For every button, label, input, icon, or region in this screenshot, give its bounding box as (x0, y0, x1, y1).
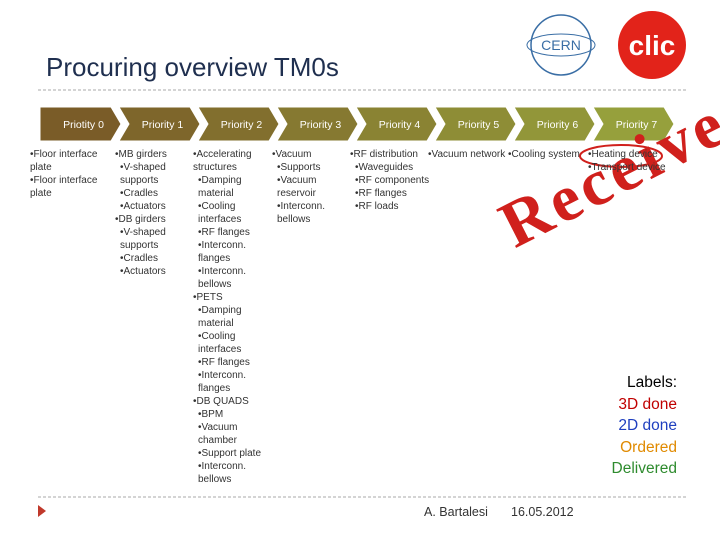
priority-chevron (118, 106, 201, 142)
priority-column: Accelerating structuresDamping materialC… (193, 148, 273, 486)
sub-item: RF loads (350, 200, 430, 213)
item: Transport device (588, 161, 668, 174)
sub-item: Interconn. bellows (193, 460, 273, 486)
slide-title: Procuring overview TM0s (46, 52, 339, 82)
clic-logo: clic (618, 11, 686, 79)
priority-heading: Priotity 0 (63, 119, 104, 131)
label-entry: 3D done (618, 395, 677, 413)
sub-item: Interconn. bellows (193, 265, 273, 291)
priority-heading: Priority 4 (379, 119, 421, 131)
priority-column: RF distributionWaveguidesRF componentsRF… (350, 148, 430, 213)
sub-item: BPM (193, 408, 273, 421)
priority-heading: Priority 1 (142, 119, 184, 131)
sub-item: Support plate (193, 447, 273, 460)
item: Floor interface plate (30, 148, 110, 174)
sub-item: Vacuum reservoir (272, 174, 352, 200)
nav-arrow (38, 505, 46, 517)
priority-chevron (355, 106, 438, 142)
item: Vacuum (272, 148, 352, 161)
item: DB girders (115, 213, 195, 226)
priority-column: Heating deviceTransport device (588, 148, 668, 174)
item: RF distribution (350, 148, 430, 161)
sub-item: Damping material (193, 304, 273, 330)
sub-item: RF flanges (193, 226, 273, 239)
sub-item: V-shaped supports (115, 226, 195, 252)
priority-chevron (513, 106, 596, 142)
labels-title: Labels: (627, 374, 677, 391)
priority-column: VacuumSupportsVacuum reservoirInterconn.… (272, 148, 352, 226)
label-entry: Ordered (620, 438, 677, 456)
priority-chevron (276, 106, 359, 142)
item: Accelerating structures (193, 148, 273, 174)
sub-item: Cooling interfaces (193, 330, 273, 356)
priority-column: Floor interface plateFloor interface pla… (30, 148, 110, 200)
clic-text: clic (629, 30, 676, 61)
priority-column: Vacuum network (428, 148, 508, 161)
sub-item: Damping material (193, 174, 273, 200)
sub-item: Cradles (115, 252, 195, 265)
priority-chevron (197, 106, 280, 142)
priority-chevron (39, 106, 122, 142)
item: Heating device (588, 148, 668, 161)
priority-heading: Priority 7 (616, 119, 658, 131)
sub-item: RF flanges (350, 187, 430, 200)
sub-item: Interconn. flanges (193, 369, 273, 395)
item: MB girders (115, 148, 195, 161)
item: Floor interface plate (30, 174, 110, 200)
sub-item: Interconn. flanges (193, 239, 273, 265)
sub-item: RF flanges (193, 356, 273, 369)
sub-item: V-shaped supports (115, 161, 195, 187)
sub-item: Actuators (115, 200, 195, 213)
priority-heading: Priority 2 (221, 119, 263, 131)
priority-heading: Priority 3 (300, 119, 342, 131)
author: A. Bartalesi (424, 505, 488, 519)
sub-item: Interconn. bellows (272, 200, 352, 226)
priority-column: Cooling system (508, 148, 588, 161)
sub-item: Vacuum chamber (193, 421, 273, 447)
sub-item: RF components (350, 174, 430, 187)
priority-heading: Priority 6 (537, 119, 579, 131)
sub-item: Waveguides (350, 161, 430, 174)
label-entry: 2D done (618, 417, 677, 434)
date: 16.05.2012 (511, 505, 574, 519)
priority-column: MB girdersV-shaped supportsCradlesActuat… (115, 148, 195, 278)
priority-heading: Priority 5 (458, 119, 500, 131)
sub-item: Cooling interfaces (193, 200, 273, 226)
cern-logo: CERN (526, 14, 596, 76)
sub-item: Cradles (115, 187, 195, 200)
sub-item: Supports (272, 161, 352, 174)
item: PETS (193, 291, 273, 304)
item: Cooling system (508, 148, 588, 161)
item: Vacuum network (428, 148, 508, 161)
label-entry: Delivered (611, 460, 677, 477)
item: DB QUADS (193, 395, 273, 408)
priority-chevron (592, 106, 675, 142)
priority-chevron (434, 106, 517, 142)
labels-legend: Labels: 3D done 2D done Ordered Delivered (612, 372, 677, 480)
cern-text: CERN (541, 37, 581, 53)
sub-item: Actuators (115, 265, 195, 278)
